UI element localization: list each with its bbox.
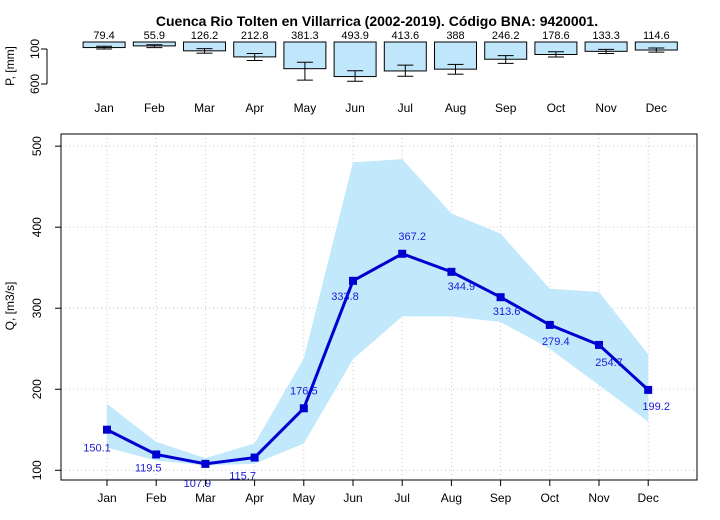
discharge-x-tick-label: Nov [588, 491, 609, 505]
discharge-value-label: 107.9 [184, 478, 212, 490]
precipitation-value-label: 493.9 [341, 30, 369, 42]
discharge-value-label: 254.7 [595, 357, 623, 369]
discharge-point-jan [103, 425, 111, 434]
discharge-value-label: 115.7 [229, 471, 256, 483]
discharge-point-jul [398, 249, 407, 258]
precipitation-value-label: 413.6 [392, 30, 420, 42]
discharge-line [106, 252, 650, 466]
discharge-x-tick-label: Feb [146, 491, 167, 505]
discharge-x-tick-label: May [292, 491, 315, 505]
precipitation-x-tick-label: Nov [595, 101, 616, 115]
precipitation-x-tick-label: Aug [445, 101, 466, 115]
precipitation-y-axis: 100 600 [28, 39, 48, 94]
discharge-point-may [299, 404, 308, 413]
precipitation-panel: 79.4 55.9 126.2 212.8 381.3 493.9 413.6 388 246.… [3, 30, 678, 115]
precipitation-x-tick-label: Sep [495, 101, 517, 115]
discharge-value-label: 176.5 [290, 385, 318, 397]
precipitation-x-tick-label: Jan [94, 101, 113, 115]
discharge-y-tick-label: 400 [30, 217, 44, 237]
discharge-point-sep [496, 293, 505, 302]
discharge-panel: 150.1 119.5 107.9 115.7 176.5 333.8 367.2 344.9… [3, 133, 698, 505]
discharge-point-feb [152, 450, 161, 459]
discharge-value-label: 279.4 [542, 336, 570, 348]
precipitation-y-tick-label: 100 [28, 39, 42, 59]
discharge-value-label: 333.8 [331, 291, 359, 303]
precipitation-value-label: 388 [446, 30, 464, 42]
discharge-value-label: 367.2 [398, 231, 426, 243]
precipitation-x-tick-label: Apr [245, 101, 264, 115]
discharge-value-label: 199.2 [642, 401, 670, 413]
discharge-point-dec [644, 385, 653, 394]
discharge-x-axis: Jan Feb Mar Apr May Jun Jul Aug Sep Oct Nov Dec [97, 480, 659, 505]
precipitation-x-tick-label: Mar [194, 101, 215, 115]
precipitation-x-axis: Jan Feb Mar Apr May Jun Jul Aug Sep Oct Nov Dec [94, 101, 667, 115]
discharge-points [103, 249, 653, 468]
precipitation-value-labels: 79.4 55.9 126.2 212.8 381.3 493.9 413.6 388 246.… [93, 30, 669, 42]
discharge-y-tick-label: 300 [30, 298, 44, 318]
discharge-x-tick-label: Dec [638, 491, 659, 505]
discharge-value-label: 344.9 [448, 281, 476, 293]
discharge-point-apr [250, 453, 259, 462]
precipitation-x-tick-label: Dec [646, 101, 667, 115]
discharge-y-tick-label: 500 [30, 136, 44, 156]
precipitation-x-tick-label: Jun [345, 101, 364, 115]
precipitation-value-label: 79.4 [93, 30, 114, 42]
chart-title: Cuenca Rio Tolten en Villarrica (2002-20… [156, 13, 598, 29]
discharge-x-tick-label: Oct [540, 491, 559, 505]
discharge-point-jun [349, 276, 357, 285]
precipitation-value-label: 133.3 [592, 30, 620, 42]
discharge-value-label: 150.1 [83, 443, 111, 455]
precipitation-x-tick-label: Oct [547, 101, 566, 115]
discharge-x-tick-label: Mar [195, 491, 216, 505]
discharge-x-tick-label: Jul [395, 491, 410, 505]
precipitation-bars [82, 41, 678, 82]
discharge-point-oct [545, 320, 554, 329]
discharge-x-tick-label: Aug [441, 491, 462, 505]
discharge-y-axis-label: Q, [m3/s] [3, 282, 17, 331]
discharge-y-tick-label: 200 [30, 379, 44, 399]
precipitation-x-tick-label: Feb [144, 101, 165, 115]
precipitation-x-tick-label: Jul [398, 101, 413, 115]
discharge-point-nov [595, 340, 603, 349]
discharge-point-mar [201, 459, 210, 468]
precipitation-y-axis-label: P, [mm] [3, 46, 17, 86]
precipitation-value-label: 126.2 [191, 30, 219, 42]
precipitation-x-tick-label: May [294, 101, 317, 115]
discharge-x-tick-label: Apr [245, 491, 264, 505]
discharge-y-tick-label: 100 [30, 460, 44, 480]
discharge-value-labels: 150.1 119.5 107.9 115.7 176.5 333.8 367.2 344.9… [83, 231, 670, 490]
discharge-x-tick-label: Jan [97, 491, 116, 505]
discharge-point-aug [447, 267, 456, 276]
discharge-x-tick-label: Sep [490, 491, 512, 505]
discharge-x-tick-label: Jun [343, 491, 362, 505]
discharge-value-label: 313.6 [493, 306, 521, 318]
discharge-plot-frame [60, 133, 698, 481]
precipitation-value-label: 212.8 [241, 30, 269, 42]
precipitation-value-label: 381.3 [291, 30, 319, 42]
precipitation-value-label: 178.6 [542, 30, 570, 42]
precipitation-value-label: 114.6 [643, 30, 670, 42]
precipitation-value-label: 246.2 [492, 30, 520, 42]
precipitation-value-label: 55.9 [144, 30, 165, 42]
precipitation-y-tick-label: 600 [28, 74, 42, 94]
discharge-range-band [107, 159, 649, 466]
discharge-y-axis: 100 200 300 400 500 [30, 136, 61, 480]
discharge-value-label: 119.5 [135, 462, 162, 474]
